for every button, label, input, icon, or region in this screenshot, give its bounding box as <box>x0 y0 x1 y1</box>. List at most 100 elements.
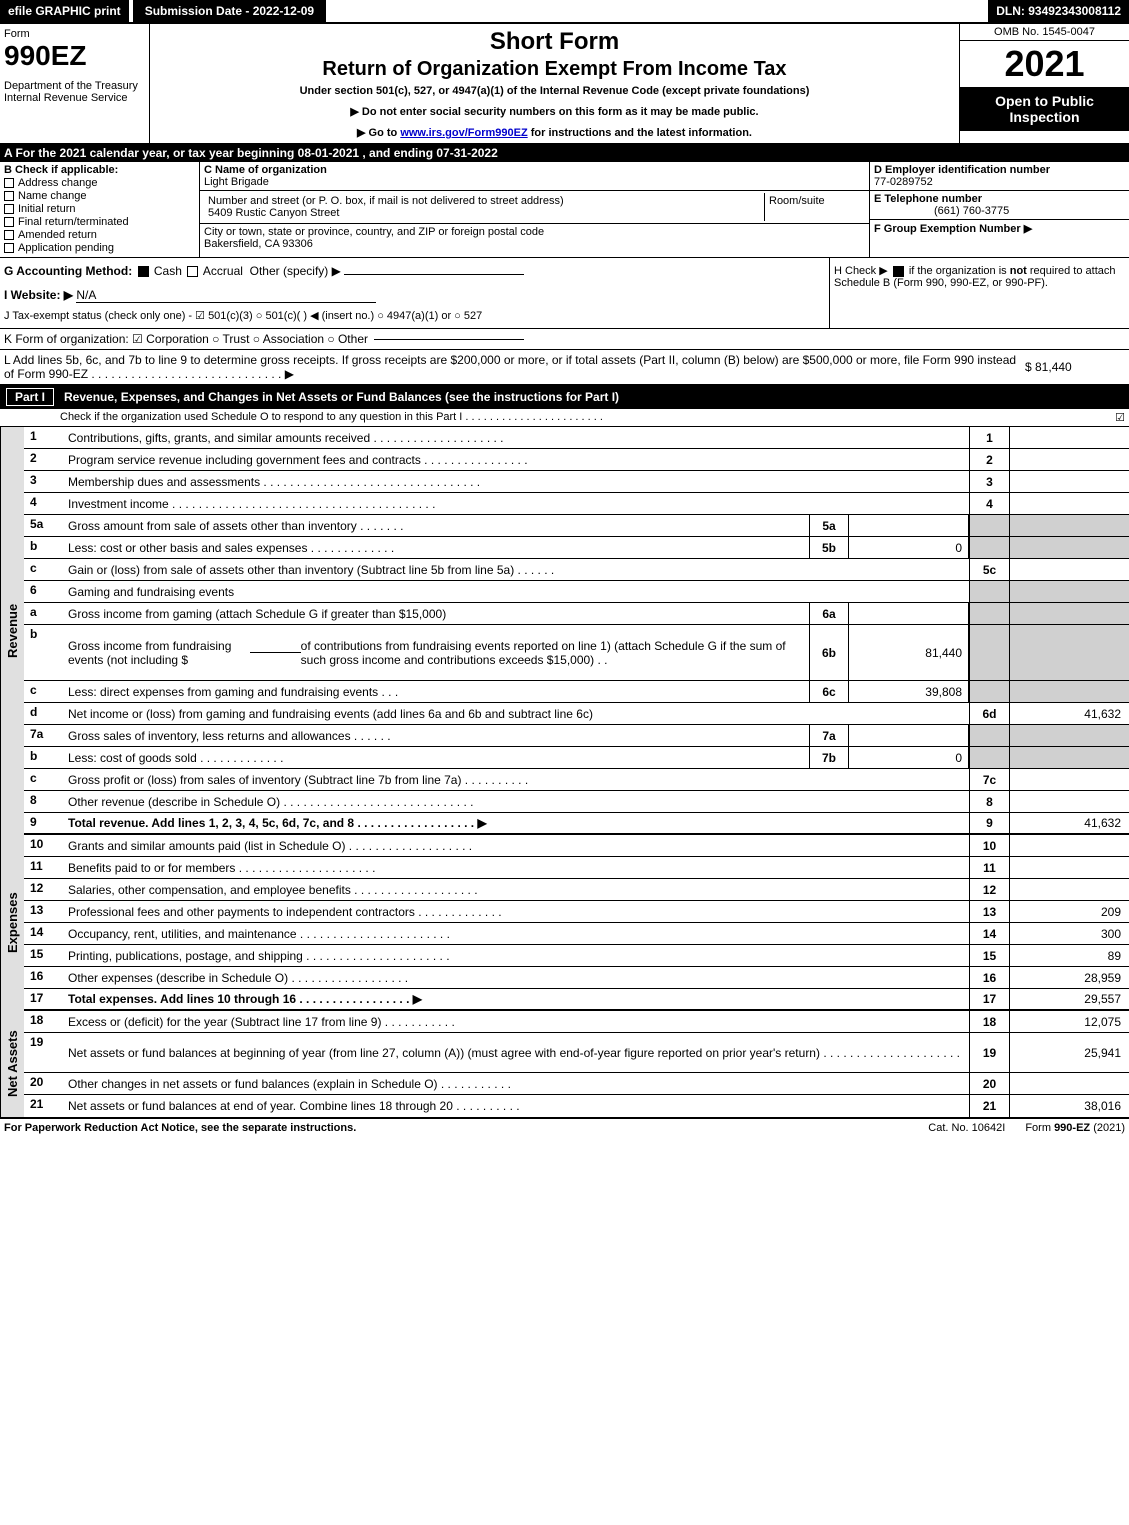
line-17: 17Total expenses. Add lines 10 through 1… <box>24 989 1129 1011</box>
short-form-title: Short Form <box>154 28 955 56</box>
line-6c-mval: 39,808 <box>849 681 969 702</box>
line-2-rval <box>1009 449 1129 470</box>
cash-label: Cash <box>154 264 182 278</box>
line-2-desc: Program service revenue including govern… <box>64 449 969 470</box>
part-i-title: Revenue, Expenses, and Changes in Net As… <box>64 390 619 404</box>
line-7a-mval <box>849 725 969 746</box>
line-18-rval: 12,075 <box>1009 1011 1129 1032</box>
city-row: City or town, state or province, country… <box>200 224 869 252</box>
row-k: K Form of organization: ☑ Corporation ○ … <box>0 329 1129 350</box>
goto-note: ▶ Go to www.irs.gov/Form990EZ for instru… <box>154 126 955 139</box>
row-j: J Tax-exempt status (check only one) - ☑… <box>4 309 825 322</box>
line-16-rval: 28,959 <box>1009 967 1129 988</box>
other-specify-input[interactable] <box>344 274 524 275</box>
chk-cash[interactable] <box>138 266 149 277</box>
line-6-rval <box>1009 581 1129 602</box>
line-14-rnum: 14 <box>969 923 1009 944</box>
line-12-rnum: 12 <box>969 879 1009 900</box>
line-15-desc: Printing, publications, postage, and shi… <box>64 945 969 966</box>
row-h: H Check ▶ if the organization is not req… <box>829 258 1129 328</box>
line-20-rval <box>1009 1073 1129 1094</box>
line-6d-num: d <box>24 703 64 724</box>
col-b: B Check if applicable: Address change Na… <box>0 162 200 257</box>
line-6: 6Gaming and fundraising events <box>24 581 1129 603</box>
group-exemption-row: F Group Exemption Number ▶ <box>870 220 1129 237</box>
line-9-rval: 41,632 <box>1009 813 1129 833</box>
line-9-rnum: 9 <box>969 813 1009 833</box>
line-6b-desc: Gross income from fundraising events (no… <box>64 625 809 680</box>
chk-schedule-b[interactable] <box>893 266 904 277</box>
line-3: 3Membership dues and assessments . . . .… <box>24 471 1129 493</box>
line-1-num: 1 <box>24 427 64 448</box>
line-5a: 5aGross amount from sale of assets other… <box>24 515 1129 537</box>
line-12-desc: Salaries, other compensation, and employ… <box>64 879 969 900</box>
line-7b-num: b <box>24 747 64 768</box>
group-exemption-label: F Group Exemption Number ▶ <box>874 223 1032 235</box>
top-bar: efile GRAPHIC print Submission Date - 20… <box>0 0 1129 24</box>
line-19-rnum: 19 <box>969 1033 1009 1072</box>
line-2-num: 2 <box>24 449 64 470</box>
row-g: G Accounting Method: Cash Accrual Other … <box>0 258 829 328</box>
part-i-header: Part I Revenue, Expenses, and Changes in… <box>0 385 1129 409</box>
line-6b-mnum: 6b <box>809 625 849 680</box>
footer-right: Form 990-EZ (2021) <box>1025 1122 1125 1134</box>
line-6c-mnum: 6c <box>809 681 849 702</box>
line-15: 15Printing, publications, postage, and s… <box>24 945 1129 967</box>
line-5b-rval <box>1009 537 1129 558</box>
footer-center: Cat. No. 10642I <box>928 1122 1005 1134</box>
line-19-desc: Net assets or fund balances at beginning… <box>64 1033 969 1072</box>
line-6b-d1: Gross income from fundraising events (no… <box>68 639 250 667</box>
chk-amended-return[interactable]: Amended return <box>4 229 195 241</box>
line-1-desc: Contributions, gifts, grants, and simila… <box>64 427 969 448</box>
org-name-value: Light Brigade <box>204 176 269 188</box>
part-i-sub-check[interactable]: ☑ <box>1115 411 1125 424</box>
street-value: 5409 Rustic Canyon Street <box>208 207 339 219</box>
line-21-desc: Net assets or fund balances at end of ye… <box>64 1095 969 1117</box>
side-net-assets: Net Assets <box>0 1011 24 1117</box>
line-2-rnum: 2 <box>969 449 1009 470</box>
line-6b-blank[interactable] <box>250 652 301 653</box>
line-12: 12Salaries, other compensation, and empl… <box>24 879 1129 901</box>
line-5b: bLess: cost or other basis and sales exp… <box>24 537 1129 559</box>
line-7a-rval <box>1009 725 1129 746</box>
chk-initial-return[interactable]: Initial return <box>4 203 195 215</box>
line-21-rnum: 21 <box>969 1095 1009 1117</box>
line-20: 20Other changes in net assets or fund ba… <box>24 1073 1129 1095</box>
line-5a-desc: Gross amount from sale of assets other t… <box>64 515 809 536</box>
expenses-section: Expenses 10Grants and similar amounts pa… <box>0 835 1129 1011</box>
line-11-desc: Benefits paid to or for members . . . . … <box>64 857 969 878</box>
ein-label: D Employer identification number <box>874 164 1050 176</box>
line-1-rval <box>1009 427 1129 448</box>
line-5c: cGain or (loss) from sale of assets othe… <box>24 559 1129 581</box>
line-5c-rval <box>1009 559 1129 580</box>
line-15-rnum: 15 <box>969 945 1009 966</box>
line-6c: cLess: direct expenses from gaming and f… <box>24 681 1129 703</box>
line-3-rval <box>1009 471 1129 492</box>
line-18-rnum: 18 <box>969 1011 1009 1032</box>
line-7b-mval: 0 <box>849 747 969 768</box>
line-4-desc: Investment income . . . . . . . . . . . … <box>64 493 969 514</box>
chk-application-pending[interactable]: Application pending <box>4 242 195 254</box>
line-13-num: 13 <box>24 901 64 922</box>
line-5a-rval <box>1009 515 1129 536</box>
chk-initial-return-label: Initial return <box>18 203 75 215</box>
chk-final-return[interactable]: Final return/terminated <box>4 216 195 228</box>
chk-name-change[interactable]: Name change <box>4 190 195 202</box>
irs-link[interactable]: www.irs.gov/Form990EZ <box>400 127 527 139</box>
line-7a-num: 7a <box>24 725 64 746</box>
efile-print-label[interactable]: efile GRAPHIC print <box>0 0 129 22</box>
line-5b-mnum: 5b <box>809 537 849 558</box>
other-org-input[interactable] <box>374 339 524 340</box>
chk-accrual[interactable] <box>187 266 198 277</box>
line-8-rval <box>1009 791 1129 812</box>
chk-address-change[interactable]: Address change <box>4 177 195 189</box>
line-7c-desc: Gross profit or (loss) from sales of inv… <box>64 769 969 790</box>
line-20-desc: Other changes in net assets or fund bala… <box>64 1073 969 1094</box>
line-6a-rnum <box>969 603 1009 624</box>
line-7a: 7aGross sales of inventory, less returns… <box>24 725 1129 747</box>
footer-right-pre: Form <box>1025 1122 1054 1134</box>
chk-name-change-label: Name change <box>18 190 87 202</box>
street-row: Number and street (or P. O. box, if mail… <box>200 191 869 224</box>
line-20-num: 20 <box>24 1073 64 1094</box>
line-6c-rnum <box>969 681 1009 702</box>
